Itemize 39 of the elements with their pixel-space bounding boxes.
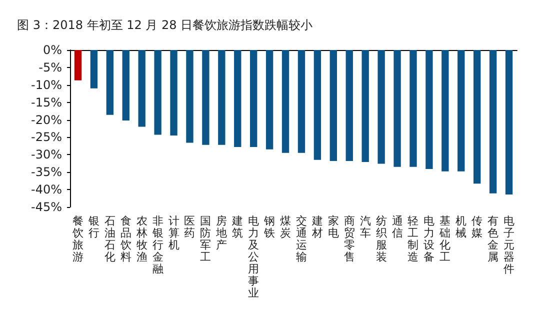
x-tick-label: 电子元器件	[504, 214, 515, 276]
x-tick-label: 国防军工	[200, 214, 212, 264]
x-tick-label: 商贸零售	[344, 214, 355, 264]
y-tick-label: -20%	[30, 112, 62, 127]
x-tick-label: 基础化工	[438, 214, 451, 264]
x-tick-label: 交通运输	[296, 214, 307, 264]
x-tick-label: 房地产	[215, 214, 228, 252]
x-tick-label: 家电	[328, 214, 339, 240]
x-tick-label: 传媒	[472, 214, 483, 240]
x-tick-label: 电力设备	[424, 214, 435, 264]
x-tick-label: 纺织服装	[376, 214, 387, 264]
x-tick-label: 轻工制造	[408, 214, 419, 264]
y-tick-label: -45%	[30, 200, 62, 214]
x-tick-label: 建材	[310, 214, 323, 240]
x-tick-label: 机械	[456, 214, 467, 240]
x-tick-label: 有色金属	[488, 214, 499, 264]
y-tick-label: -30%	[30, 148, 62, 162]
chart-title: 图 3：2018 年初至 12 月 28 日餐饮旅游指数跌幅较小	[17, 18, 313, 32]
x-tick-label: 非银行金融	[151, 214, 164, 276]
y-tick-label: -25%	[30, 130, 62, 144]
x-tick-label: 农林牧渔	[135, 214, 148, 264]
x-tick-label: 电力及公用事业	[248, 214, 260, 300]
x-tick-label: 通信	[392, 214, 403, 240]
y-tick-label: -40%	[30, 182, 62, 197]
x-tick-label: 建筑	[231, 214, 244, 240]
x-tick-label: 餐饮旅游	[71, 214, 84, 264]
x-tick-label: 医药	[184, 214, 196, 240]
x-tick-label: 煤炭	[280, 214, 292, 240]
x-tick-label: 食品饮料	[119, 214, 132, 264]
x-tick-label: 银行	[87, 214, 100, 240]
y-tick-label: -15%	[30, 95, 62, 110]
y-tick-label: -10%	[30, 78, 62, 92]
x-tick-label: 汽车	[360, 214, 371, 240]
y-tick-label: -35%	[30, 165, 62, 180]
y-tick-label: -5%	[38, 60, 62, 74]
x-tick-label: 钢铁	[263, 214, 276, 240]
x-tick-label: 石油石化	[104, 214, 116, 264]
y-tick-label: 0%	[42, 43, 62, 57]
x-tick-label: 计算机	[168, 214, 180, 252]
